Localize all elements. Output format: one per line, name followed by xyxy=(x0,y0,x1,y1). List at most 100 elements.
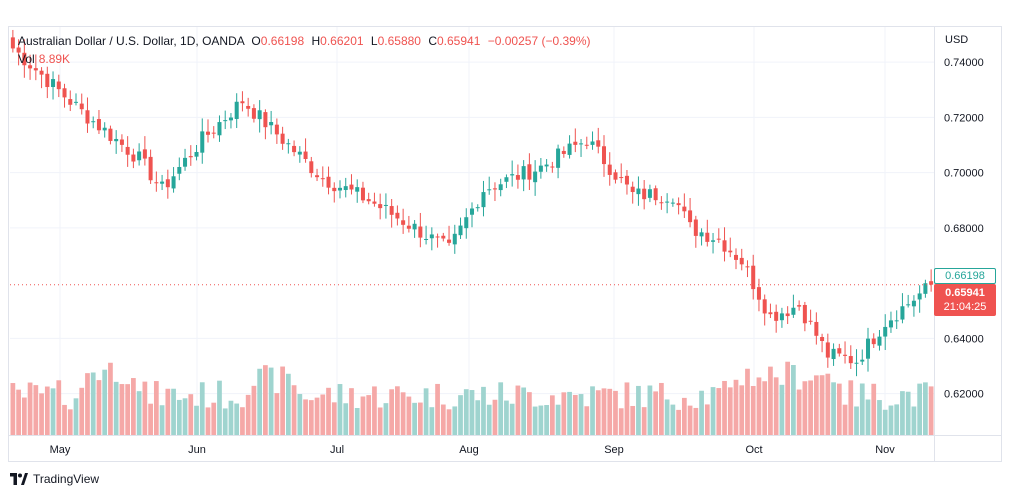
candle-body xyxy=(360,187,365,201)
candle-body xyxy=(883,326,888,337)
volume-bar xyxy=(538,405,544,435)
candle-body xyxy=(527,164,532,180)
volume-bar xyxy=(572,394,578,435)
volume-bar xyxy=(871,383,877,435)
volume-bar xyxy=(859,383,865,435)
candle-body xyxy=(286,143,291,145)
volume-bar xyxy=(343,403,349,435)
vol-value: 8.89K xyxy=(38,52,71,66)
candle-body xyxy=(343,186,348,191)
candle-body xyxy=(550,166,555,168)
candle-body xyxy=(62,88,67,98)
volume-bar xyxy=(458,395,463,435)
volume-bar xyxy=(710,387,716,435)
candle-body xyxy=(556,148,561,168)
volume-bar xyxy=(825,373,831,435)
candle-body xyxy=(85,110,90,124)
x-tick-label: May xyxy=(50,444,71,456)
volume-bar xyxy=(285,373,291,435)
candle-body xyxy=(332,187,337,192)
candle-body xyxy=(596,140,601,147)
volume-bar xyxy=(630,405,636,435)
candle-body xyxy=(665,201,670,203)
symbol-title: Australian Dollar / U.S. Dollar, 1D, OAN… xyxy=(18,34,245,48)
volume-bar xyxy=(802,381,808,435)
volume-bar xyxy=(492,399,498,435)
candle-body xyxy=(642,188,647,200)
volume-bar xyxy=(131,378,136,435)
low-label: L xyxy=(370,34,378,48)
candle-body xyxy=(573,141,578,145)
candle-body xyxy=(349,184,354,190)
candle-body xyxy=(739,257,744,265)
volume-bar xyxy=(44,386,50,435)
candle-body xyxy=(601,146,607,165)
candle-body xyxy=(447,239,452,243)
candle-body xyxy=(10,37,15,49)
candle-body xyxy=(515,175,520,180)
volume-bar xyxy=(108,362,113,435)
candle-body xyxy=(791,307,796,315)
candle-body xyxy=(16,47,21,53)
volume-bar xyxy=(687,405,693,435)
volume-legend: Vol 8.89K xyxy=(18,52,70,66)
y-tick-label: 0.62000 xyxy=(944,389,984,401)
candle-body xyxy=(424,238,429,240)
volume-bar xyxy=(561,392,567,435)
volume-bar xyxy=(486,404,492,435)
x-tick-label: Sep xyxy=(604,444,624,456)
candle-body xyxy=(33,68,38,71)
candle-body xyxy=(429,234,434,239)
candle-body xyxy=(579,143,584,145)
candle-body xyxy=(676,203,681,206)
candle-body xyxy=(401,220,406,225)
candle-body xyxy=(406,225,411,229)
chart-frame xyxy=(8,26,1002,462)
candle-body xyxy=(223,120,228,122)
volume-bar xyxy=(819,375,825,435)
volume-bar xyxy=(280,366,285,435)
candle-body xyxy=(217,122,222,136)
candle-body xyxy=(263,112,268,128)
volume-bar xyxy=(406,396,412,435)
candle-body xyxy=(475,207,480,209)
volume-bar xyxy=(773,377,779,435)
volume-bar xyxy=(504,400,509,435)
volume-bar xyxy=(521,387,527,435)
volume-bar xyxy=(251,385,257,435)
volume-bar xyxy=(217,380,222,435)
high-label: H xyxy=(311,34,321,48)
candle-body xyxy=(607,164,612,175)
volume-bar xyxy=(56,380,62,435)
candle-body xyxy=(705,232,710,242)
volume-bar xyxy=(865,399,871,435)
volume-bar xyxy=(199,382,205,435)
x-tick-label: Jul xyxy=(330,444,344,456)
candle-body xyxy=(458,225,463,236)
volume-bar xyxy=(670,404,676,435)
brand[interactable]: TradingView xyxy=(10,472,99,486)
candle-body xyxy=(251,108,256,119)
volume-bar xyxy=(274,393,280,435)
volume-bar xyxy=(699,390,704,435)
candle-body xyxy=(917,293,922,300)
volume-bar xyxy=(653,391,659,435)
candle-body xyxy=(911,300,916,307)
volume-bar xyxy=(182,398,188,435)
candle-body xyxy=(929,281,934,285)
candle-body xyxy=(624,175,629,185)
volume-bar xyxy=(917,383,923,435)
volume-bar xyxy=(745,368,750,435)
open-value: 0.66198 xyxy=(260,34,305,48)
candle-body xyxy=(292,145,297,153)
x-tick-label: Aug xyxy=(459,444,479,456)
volume-bar xyxy=(440,404,446,435)
chart-grid xyxy=(10,27,934,435)
x-tick-label: Oct xyxy=(745,444,762,456)
candle-body xyxy=(269,122,274,126)
candlestick-chart[interactable]: 0.74000 0.72000 0.70000 0.68000 0.64000 0.620… xyxy=(0,0,1012,470)
candle-body xyxy=(699,232,704,237)
volume-bar xyxy=(165,388,171,435)
candle-body xyxy=(802,304,807,324)
candle-body xyxy=(68,99,73,105)
